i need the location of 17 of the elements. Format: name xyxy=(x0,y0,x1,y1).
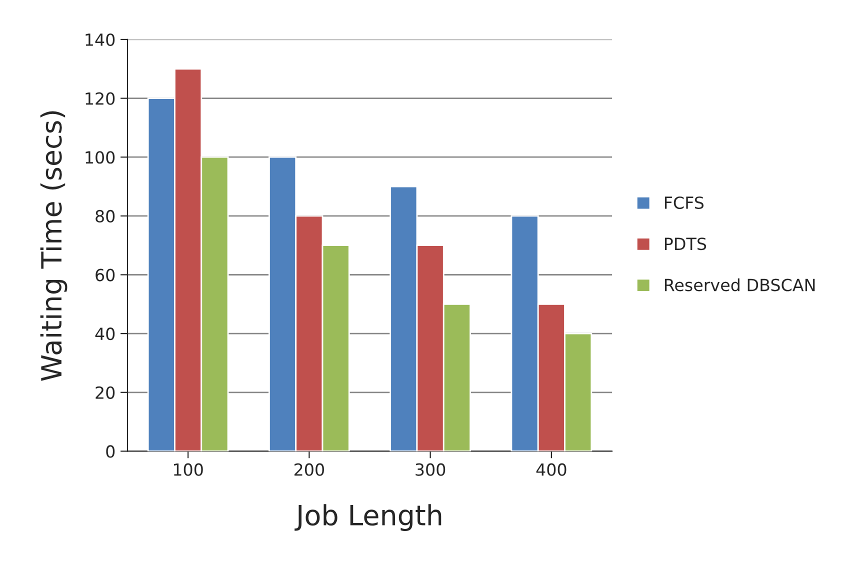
y-tick-label: 100 xyxy=(86,151,115,164)
y-tick-label: 40 xyxy=(95,328,115,340)
y-tick-label: 60 xyxy=(96,268,115,282)
y-tick-label: 120 xyxy=(86,92,115,105)
y-axis-title: Waiting Time (secs) xyxy=(40,111,68,381)
x-axis-title: Job Length xyxy=(294,504,442,532)
y-tick-label: 80 xyxy=(96,210,115,222)
x-tick-label: 400 xyxy=(536,463,566,476)
legend-label: FCFS xyxy=(664,196,704,210)
legend-label: PDTS xyxy=(664,238,706,250)
y-tick-label: 140 xyxy=(86,33,115,46)
legend-label: Reserved DBSCAN xyxy=(664,278,815,292)
x-tick-label: 300 xyxy=(416,463,446,476)
x-tick-label: 100 xyxy=(174,463,203,476)
y-tick-label: 20 xyxy=(96,386,115,399)
x-tick-label: 200 xyxy=(294,463,324,476)
y-tick-label: 0 xyxy=(106,445,115,458)
